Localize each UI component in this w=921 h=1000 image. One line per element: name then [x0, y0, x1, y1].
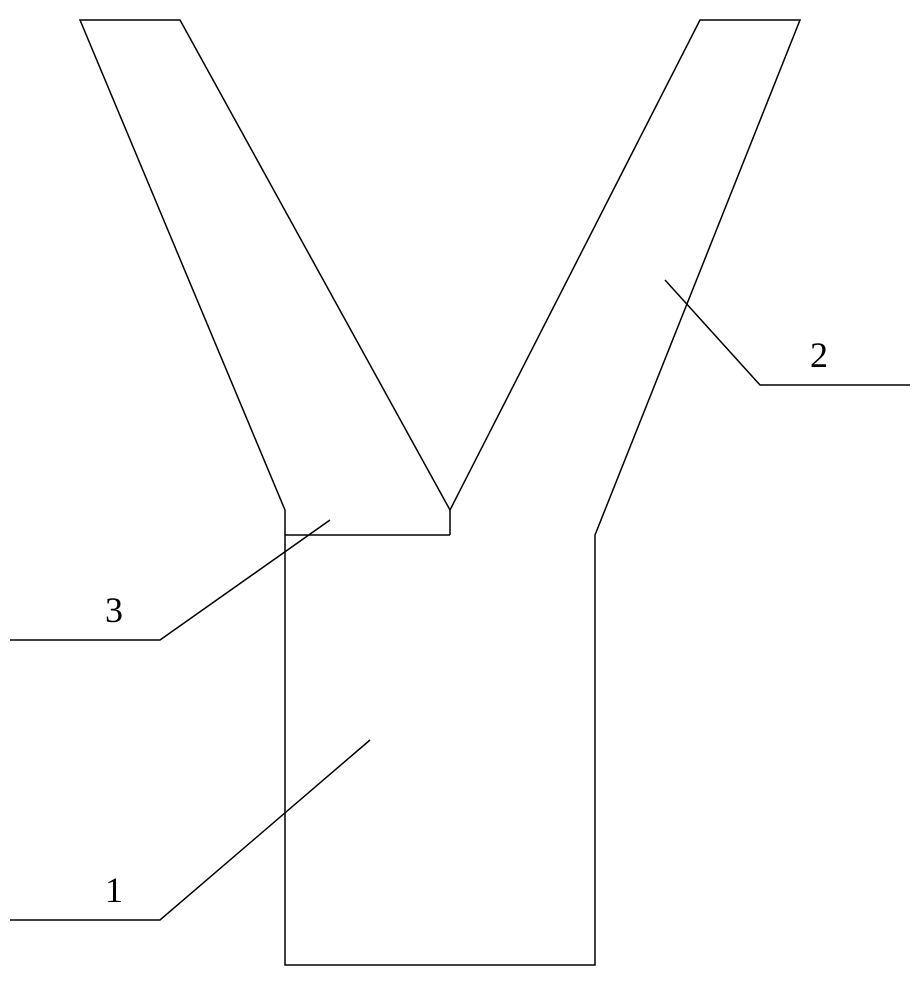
label-2: 2 [810, 334, 828, 376]
label-1: 1 [105, 869, 123, 911]
label-3: 3 [105, 589, 123, 631]
technical-diagram [0, 0, 921, 1000]
leader-lines [10, 280, 910, 920]
y-shape [80, 20, 800, 965]
